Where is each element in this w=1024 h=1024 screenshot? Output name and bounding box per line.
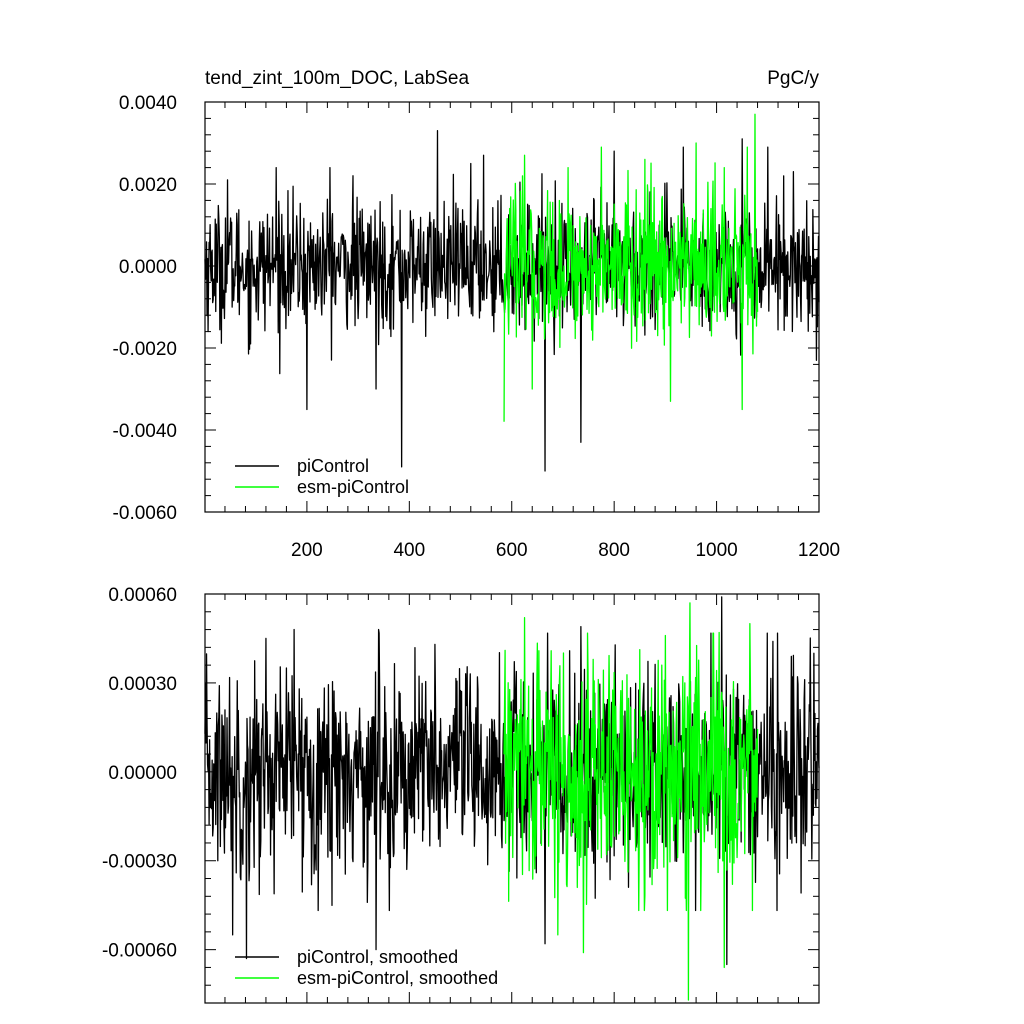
legend-label: piControl, smoothed	[297, 947, 458, 967]
series-line-esm-picontrol-smoothed	[503, 602, 759, 1001]
x-tick-label: 600	[496, 540, 528, 561]
y-tick-label: -0.0060	[113, 503, 177, 524]
chart-title: tend_zint_100m_DOC, LabSea	[205, 68, 469, 89]
legend-label: piControl	[297, 456, 369, 476]
units-label: PgC/y	[767, 68, 819, 89]
y-tick-label: -0.0020	[113, 339, 177, 360]
x-tick-label: 1000	[695, 540, 737, 561]
x-tick-label: 800	[598, 540, 630, 561]
y-tick-label: -0.00030	[102, 852, 177, 873]
y-tick-label: 0.00060	[108, 585, 177, 606]
x-tick-label: 200	[291, 540, 323, 561]
y-tick-label: -0.00060	[102, 941, 177, 962]
x-tick-label: 1200	[798, 540, 840, 561]
y-tick-label: -0.0040	[113, 421, 177, 442]
x-tick-label: 400	[393, 540, 425, 561]
y-tick-label: 0.0040	[119, 93, 177, 114]
series-line-esm-picontrol	[503, 113, 759, 422]
legend-label: esm-piControl	[297, 477, 409, 497]
y-tick-label: 0.00000	[108, 763, 177, 784]
y-tick-label: 0.00030	[108, 674, 177, 695]
bottom-panel: -0.00060 -0.00030 0.00000 0.00030 0.00060 piC…	[102, 585, 820, 1004]
top-panel: -0.0060 -0.0040 -0.0020 0.0000 0.0020 0.0040 2…	[113, 93, 841, 561]
y-tick-label: 0.0020	[119, 175, 177, 196]
y-tick-label: 0.0000	[119, 257, 177, 278]
legend-label: esm-piControl, smoothed	[297, 968, 498, 988]
